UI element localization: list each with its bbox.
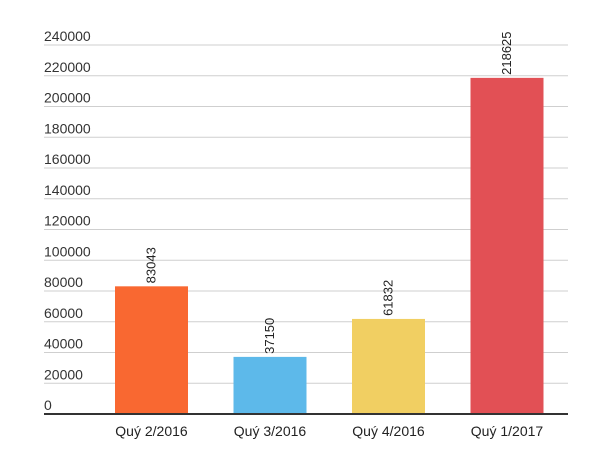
bar: [470, 77, 544, 414]
y-tick-label: 100000: [44, 243, 91, 259]
bar: [115, 286, 188, 414]
x-category-label: Quý 3/2016: [234, 423, 307, 439]
bar: [233, 356, 307, 414]
bar: [352, 318, 425, 414]
bars: [115, 77, 544, 414]
x-category-label: Quý 4/2016: [352, 423, 425, 439]
y-tick-label: 20000: [44, 366, 83, 382]
y-tick-label: 60000: [44, 305, 83, 321]
y-tick-label: 180000: [44, 120, 91, 136]
y-tick-label: 0: [44, 397, 52, 413]
y-tick-label: 80000: [44, 274, 83, 290]
y-tick-label: 220000: [44, 59, 91, 75]
y-tick-label: 160000: [44, 151, 91, 167]
bar-data-label: 61832: [381, 280, 396, 316]
y-tick-label: 200000: [44, 90, 91, 106]
x-category-label: Quý 1/2017: [471, 423, 544, 439]
bar-data-label: 37150: [262, 318, 277, 354]
y-tick-label: 40000: [44, 336, 83, 352]
y-tick-label: 120000: [44, 213, 91, 229]
y-tick-label: 140000: [44, 182, 91, 198]
x-axis-category-labels: Quý 2/2016 Quý 3/2016 Quý 4/2016 Quý 1/2017: [115, 423, 543, 439]
bar-data-labels: 83043 37150 61832 218625: [144, 31, 515, 353]
x-category-label: Quý 2/2016: [115, 423, 188, 439]
y-tick-label: 240000: [44, 28, 91, 44]
y-axis-tick-labels: 0 20000 40000 60000 80000 100000 120000 140000 1…: [44, 28, 91, 413]
bar-data-label: 83043: [144, 247, 159, 283]
bar-data-label: 218625: [499, 31, 514, 74]
